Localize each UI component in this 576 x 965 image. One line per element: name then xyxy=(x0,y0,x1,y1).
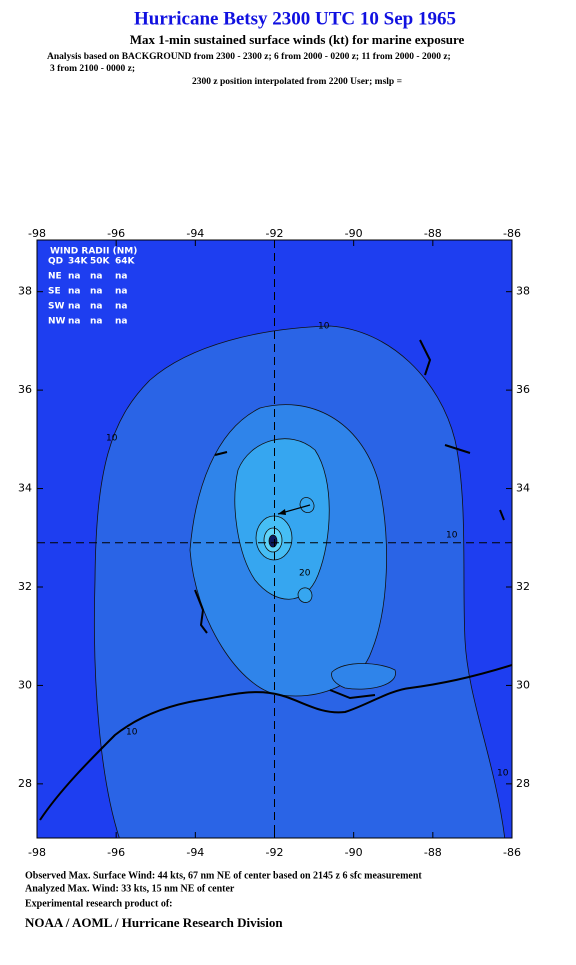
eye xyxy=(268,534,278,548)
radii-cell: SE xyxy=(48,287,61,297)
y-tick-label: 30 xyxy=(516,678,530,691)
radii-cell: SW xyxy=(48,302,64,312)
radii-cell: NE xyxy=(48,272,62,282)
x-tick-label: -94 xyxy=(186,227,204,240)
x-tick-label: -88 xyxy=(424,846,442,859)
y-tick-label: 36 xyxy=(516,383,530,396)
radii-cell: na xyxy=(90,317,102,327)
contour-label: 10 xyxy=(497,769,509,779)
contour-label: 20 xyxy=(299,569,311,579)
y-tick-label: 28 xyxy=(516,777,530,790)
analysis-line: Analysis based on BACKGROUND from 2300 -… xyxy=(47,52,451,62)
y-tick-label: 38 xyxy=(516,285,530,298)
x-tick-label: -98 xyxy=(28,846,46,859)
radii-cell: na xyxy=(115,287,127,297)
title: Hurricane Betsy 2300 UTC 10 Sep 1965 xyxy=(134,8,456,29)
y-tick-label: 36 xyxy=(18,383,32,396)
x-tick-label: -86 xyxy=(503,846,521,859)
y-tick-label: 32 xyxy=(516,580,530,593)
radii-title: WIND RADII (NM) xyxy=(50,247,137,257)
coastline xyxy=(194,339,505,700)
radii-cell: na xyxy=(68,287,80,297)
organization: NOAA / AOML / Hurricane Research Divisio… xyxy=(25,915,283,930)
x-tick-label: -96 xyxy=(107,846,125,859)
radii-cell: NW xyxy=(48,317,66,327)
radii-header: 50K xyxy=(90,257,111,267)
coastline xyxy=(39,664,512,821)
y-tick-label: 34 xyxy=(18,482,32,495)
radii-header: 34K xyxy=(68,257,89,267)
radii-header: 64K xyxy=(115,257,136,267)
radii-cell: na xyxy=(90,302,102,312)
x-tick-label: -90 xyxy=(345,227,363,240)
y-tick-label: 38 xyxy=(18,285,32,298)
radii-cell: na xyxy=(90,272,102,282)
x-tick-label: -86 xyxy=(503,227,521,240)
x-tick-label: -98 xyxy=(28,227,46,240)
x-tick-label: -96 xyxy=(107,227,125,240)
contour-label: 10 xyxy=(318,322,330,332)
contour-label: 10 xyxy=(126,728,138,738)
analysis-line: 3 from 2100 - 0000 z; xyxy=(50,64,135,74)
radii-cell: na xyxy=(68,272,80,282)
y-tick-label: 34 xyxy=(516,482,530,495)
radii-cell: na xyxy=(115,272,127,282)
y-tick-label: 32 xyxy=(18,580,32,593)
x-tick-label: -92 xyxy=(266,846,284,859)
footer-line: Observed Max. Surface Wind: 44 kts, 67 n… xyxy=(25,870,422,881)
radii-cell: na xyxy=(115,317,127,327)
y-tick-label: 28 xyxy=(18,777,32,790)
x-tick-label: -90 xyxy=(345,846,363,859)
radii-cell: na xyxy=(68,317,80,327)
position-note: 2300 z position interpolated from 2200 U… xyxy=(192,77,402,87)
radii-cell: na xyxy=(68,302,80,312)
radii-header: QD xyxy=(48,257,63,267)
y-tick-label: 30 xyxy=(18,678,32,691)
x-tick-label: -88 xyxy=(424,227,442,240)
contour xyxy=(297,497,315,603)
footer-line: Experimental research product of: xyxy=(25,898,172,909)
motion-arrow xyxy=(278,509,286,515)
radii-cell: na xyxy=(115,302,127,312)
contour-label: 10 xyxy=(446,531,458,541)
subtitle: Max 1-min sustained surface winds (kt) f… xyxy=(130,32,465,47)
contour xyxy=(331,663,396,690)
contour-label: 10 xyxy=(106,434,118,444)
radii-cell: na xyxy=(90,287,102,297)
x-tick-label: -92 xyxy=(266,227,284,240)
footer-line: Analyzed Max. Wind: 33 kts, 15 nm NE of … xyxy=(25,883,235,894)
x-tick-label: -94 xyxy=(186,846,204,859)
